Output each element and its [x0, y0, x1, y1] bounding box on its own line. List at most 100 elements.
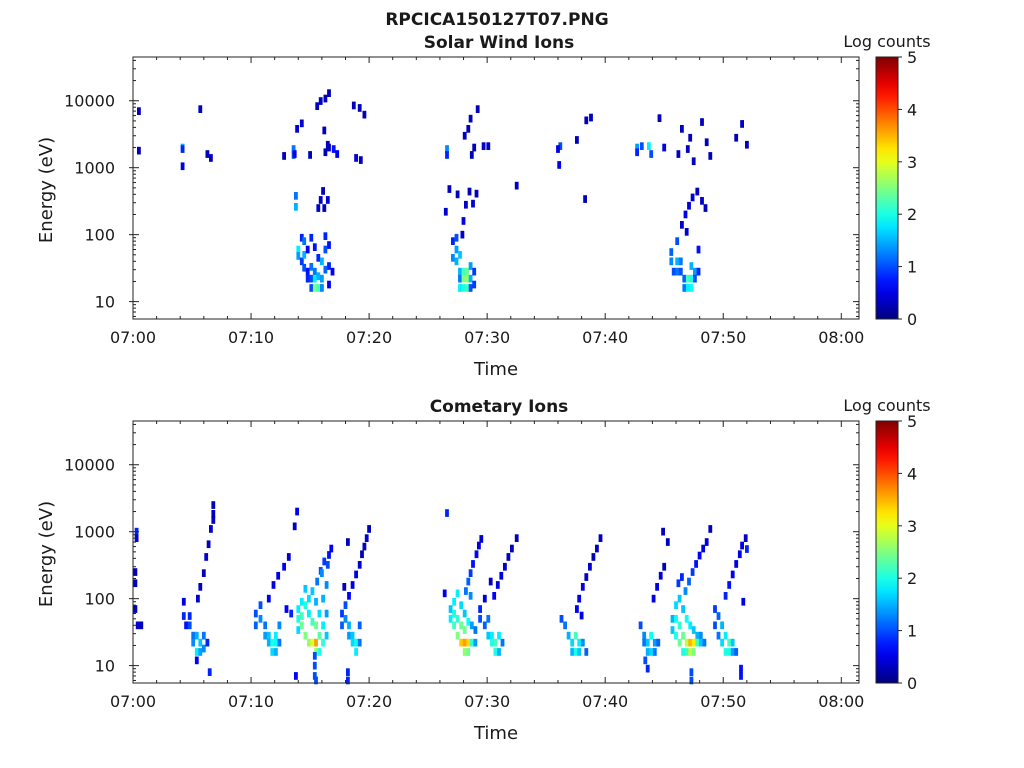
heatmap-cell — [506, 553, 511, 561]
heatmap-cell — [346, 668, 350, 676]
heatmap-cell — [563, 621, 567, 630]
heatmap-cell — [741, 597, 746, 606]
heatmap-cell — [343, 601, 348, 609]
heatmap-cell — [693, 267, 697, 276]
heatmap-cell — [575, 605, 579, 613]
heatmap-cell — [669, 248, 674, 256]
heatmap-cell — [314, 638, 318, 647]
heatmap-cell — [307, 609, 311, 618]
heatmap-cell — [468, 284, 473, 292]
heatmap-cell — [318, 97, 323, 105]
heatmap-cell — [289, 609, 294, 618]
heatmap-cell — [689, 668, 694, 676]
heatmap-cell — [327, 551, 331, 559]
heatmap-cell — [346, 538, 350, 546]
heatmap-cell — [451, 254, 455, 262]
heatmap-cell — [302, 237, 307, 245]
heatmap-cell — [696, 267, 701, 276]
heatmap-cell — [316, 204, 321, 212]
heatmap-cell — [477, 541, 481, 550]
heatmap-cell — [745, 140, 749, 149]
heatmap-cell — [454, 233, 459, 242]
heatmap-cell — [312, 243, 317, 251]
heatmap-cell — [713, 621, 717, 630]
heatmap-cell — [514, 534, 519, 542]
y-tick-label: 10000 — [64, 92, 115, 111]
heatmap-cell — [716, 612, 721, 620]
heatmap-cell — [320, 569, 324, 577]
heatmap-cell — [209, 154, 213, 162]
heatmap-cell — [468, 274, 473, 283]
heatmap-cell — [462, 626, 467, 634]
heatmap-cell — [340, 609, 344, 618]
heatmap-cell — [196, 594, 200, 603]
heatmap-cell — [471, 560, 475, 568]
heatmap-cell — [448, 605, 453, 613]
heatmap-cell — [684, 638, 689, 647]
heatmap-cell — [316, 254, 321, 262]
heatmap-cell — [466, 618, 471, 626]
panel-cometary-ions: Cometary Ions 07:00 07:10 07:20 07:30 07:40 07… — [36, 396, 931, 744]
heatmap-cell — [137, 146, 141, 155]
heatmap-cell — [299, 233, 304, 242]
heatmap-cell — [469, 151, 474, 159]
heatmap-cell — [198, 105, 203, 113]
heatmap-cell — [674, 601, 678, 609]
heatmap-cell — [688, 621, 693, 630]
heatmap-cell — [591, 553, 596, 561]
heatmap-cell — [473, 626, 478, 634]
heatmap-cell — [514, 181, 519, 190]
heatmap-cell — [595, 544, 599, 553]
heatmap-cell — [570, 648, 575, 656]
heatmap-cell — [466, 638, 471, 647]
heatmap-cell — [303, 601, 308, 609]
heatmap-cell — [649, 648, 654, 656]
heatmap-cell — [689, 274, 694, 283]
heatmap-cell — [461, 267, 466, 276]
heatmap-cell — [588, 562, 592, 571]
x-tick-label: 08:00 — [818, 692, 864, 711]
heatmap-cell — [354, 570, 358, 579]
heatmap-cell — [695, 638, 700, 647]
heatmap-cell — [461, 217, 466, 225]
heatmap-cell — [135, 621, 140, 630]
heatmap-cell — [303, 631, 308, 640]
x-axis-label: Time — [473, 359, 518, 380]
heatmap-cell — [360, 550, 364, 559]
colorbar-title: Log counts — [843, 396, 930, 415]
heatmap-cell — [314, 597, 318, 606]
heatmap-cell — [656, 638, 661, 647]
heatmap-cell — [312, 652, 317, 660]
heatmap-cell — [206, 540, 211, 549]
heatmap-cell — [187, 612, 192, 620]
heatmap-cell — [638, 621, 643, 630]
heatmap-cell — [314, 648, 318, 656]
heatmap-cell — [292, 150, 297, 158]
heatmap-cell — [577, 648, 582, 656]
heatmap-cell — [466, 577, 471, 586]
heatmap-cell — [677, 638, 682, 647]
heatmap-cell — [284, 605, 289, 613]
heatmap-cell — [271, 581, 276, 589]
heatmap-cell — [286, 553, 291, 561]
heatmap-cell — [466, 648, 471, 656]
heatmap-cell — [320, 284, 324, 292]
heatmap-cell — [740, 120, 744, 128]
heatmap-cell — [367, 525, 371, 533]
heatmap-cell — [320, 274, 324, 283]
colorbar-tick-label: 4 — [907, 464, 917, 483]
heatmap-cell — [325, 196, 330, 204]
heatmap-cell — [700, 197, 704, 205]
x-tick-label: 07:10 — [228, 328, 274, 347]
heatmap-cell — [645, 638, 650, 647]
heatmap-cell — [678, 257, 683, 266]
heatmap-cell — [445, 509, 449, 517]
heatmap-cell — [443, 207, 448, 216]
x-tick-label: 07:30 — [464, 692, 510, 711]
y-tick-label: 10000 — [64, 456, 115, 475]
heatmap-cell — [497, 648, 501, 656]
heatmap-cell — [462, 131, 467, 140]
heatmap-cell — [468, 262, 473, 270]
heatmap-cell — [445, 145, 449, 153]
heatmap-cell — [693, 274, 697, 283]
